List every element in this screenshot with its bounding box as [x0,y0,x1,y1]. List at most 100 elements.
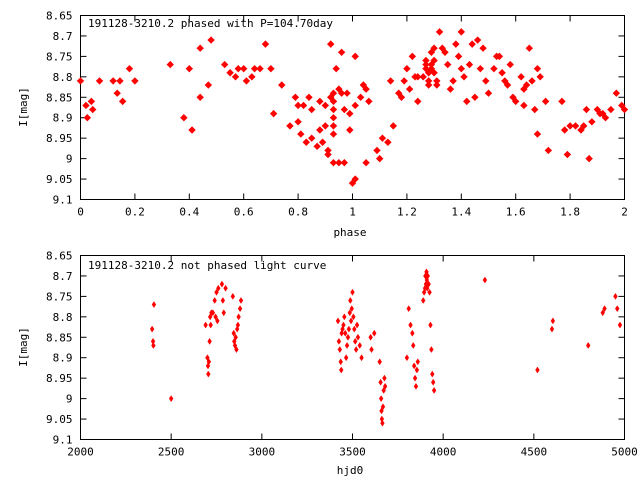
data-point [352,325,357,333]
data-point [337,89,346,97]
data-point [422,64,430,73]
data-point [212,297,217,304]
data-point [220,60,229,69]
data-point [457,64,466,73]
x-tick-label: 5000 [611,446,638,459]
data-point [411,362,417,370]
data-point [501,77,509,85]
data-point [430,69,438,77]
data-point [83,114,92,122]
data-point [335,85,343,93]
data-point [151,301,157,309]
data-point [430,378,436,386]
x-tick-label: 1.8 [560,206,580,219]
data-point [541,97,550,106]
data-point [336,337,342,345]
data-point [207,337,212,345]
data-point [151,341,156,349]
data-point [299,101,308,110]
data-point [375,154,384,163]
x-tick-label: 2500 [158,446,185,459]
data-point [454,52,463,61]
data-point [213,313,218,321]
data-point [340,105,349,114]
y-tick-label: 8.9 [53,112,73,125]
y-tick-label: 9.1 [53,434,73,447]
data-point [412,374,418,382]
data-point [220,297,226,304]
data-point [424,69,433,77]
data-point [498,69,506,77]
data-point [344,341,350,349]
data-point [382,382,388,390]
data-point [329,114,338,122]
data-point [307,134,316,142]
phased-light-curve-panel: 8.65 8.7 8.75 8.8 8.85 8.9 8.95 9 9.05 9.1 0 0.2 0.… [17,10,629,239]
data-point [415,358,420,366]
chart-title: 191128-3210.2 phased with P=104.70day [88,17,333,30]
data-point [430,56,438,65]
plot-frame [80,255,625,440]
data-point [233,333,238,341]
data-point [329,130,338,138]
x-tick-label: 1.4 [451,206,471,219]
data-point [329,122,338,130]
data-point [346,126,354,134]
data-point [438,44,446,52]
x-tick-label: 0.6 [234,206,254,219]
data-point [601,114,610,122]
data-point [347,309,352,317]
x-tick-label: 1 [349,206,356,219]
data-point [525,44,534,52]
data-point [615,305,620,313]
data-point [380,419,385,427]
data-point [221,309,226,317]
data-point [520,85,528,93]
x-axis: 2000 2500 3000 3500 4000 4500 5000 [67,255,638,459]
data-point [341,321,346,329]
x-tick-label: 0.8 [288,206,308,219]
data-point [208,321,213,329]
data-point [297,130,305,138]
data-point [359,354,364,362]
data-point [431,386,437,394]
data-point [563,150,572,159]
data-point [372,329,377,337]
data-point [535,366,540,374]
data-point [404,354,410,362]
data-point [479,44,487,52]
data-point [400,77,408,85]
data-point [291,93,300,101]
data-point [234,346,239,354]
data-point [522,81,531,89]
y-tick-label: 9.1 [53,194,73,207]
x-axis-label: phase [333,226,366,239]
data-point [476,64,485,73]
data-point [113,89,121,97]
data-point [339,329,344,337]
data-point [332,64,340,73]
data-point [335,317,341,325]
data-point [261,40,270,48]
data-point [586,341,591,349]
data-point [125,64,134,73]
data-point [329,105,338,114]
data-point [350,288,355,296]
data-point [460,73,468,81]
data-point [528,77,536,85]
data-point [234,64,242,73]
data-point [348,317,354,325]
data-point [82,101,90,110]
data-point [384,138,392,146]
data-point [490,64,498,73]
data-point [307,105,316,114]
data-point [206,370,211,378]
data-point [378,134,387,142]
data-point [517,73,525,81]
data-point [465,60,474,69]
data-point [600,309,605,317]
data-point [449,77,457,85]
x-tick-label: 0 [77,206,84,219]
y-tick-label: 9 [66,153,73,166]
